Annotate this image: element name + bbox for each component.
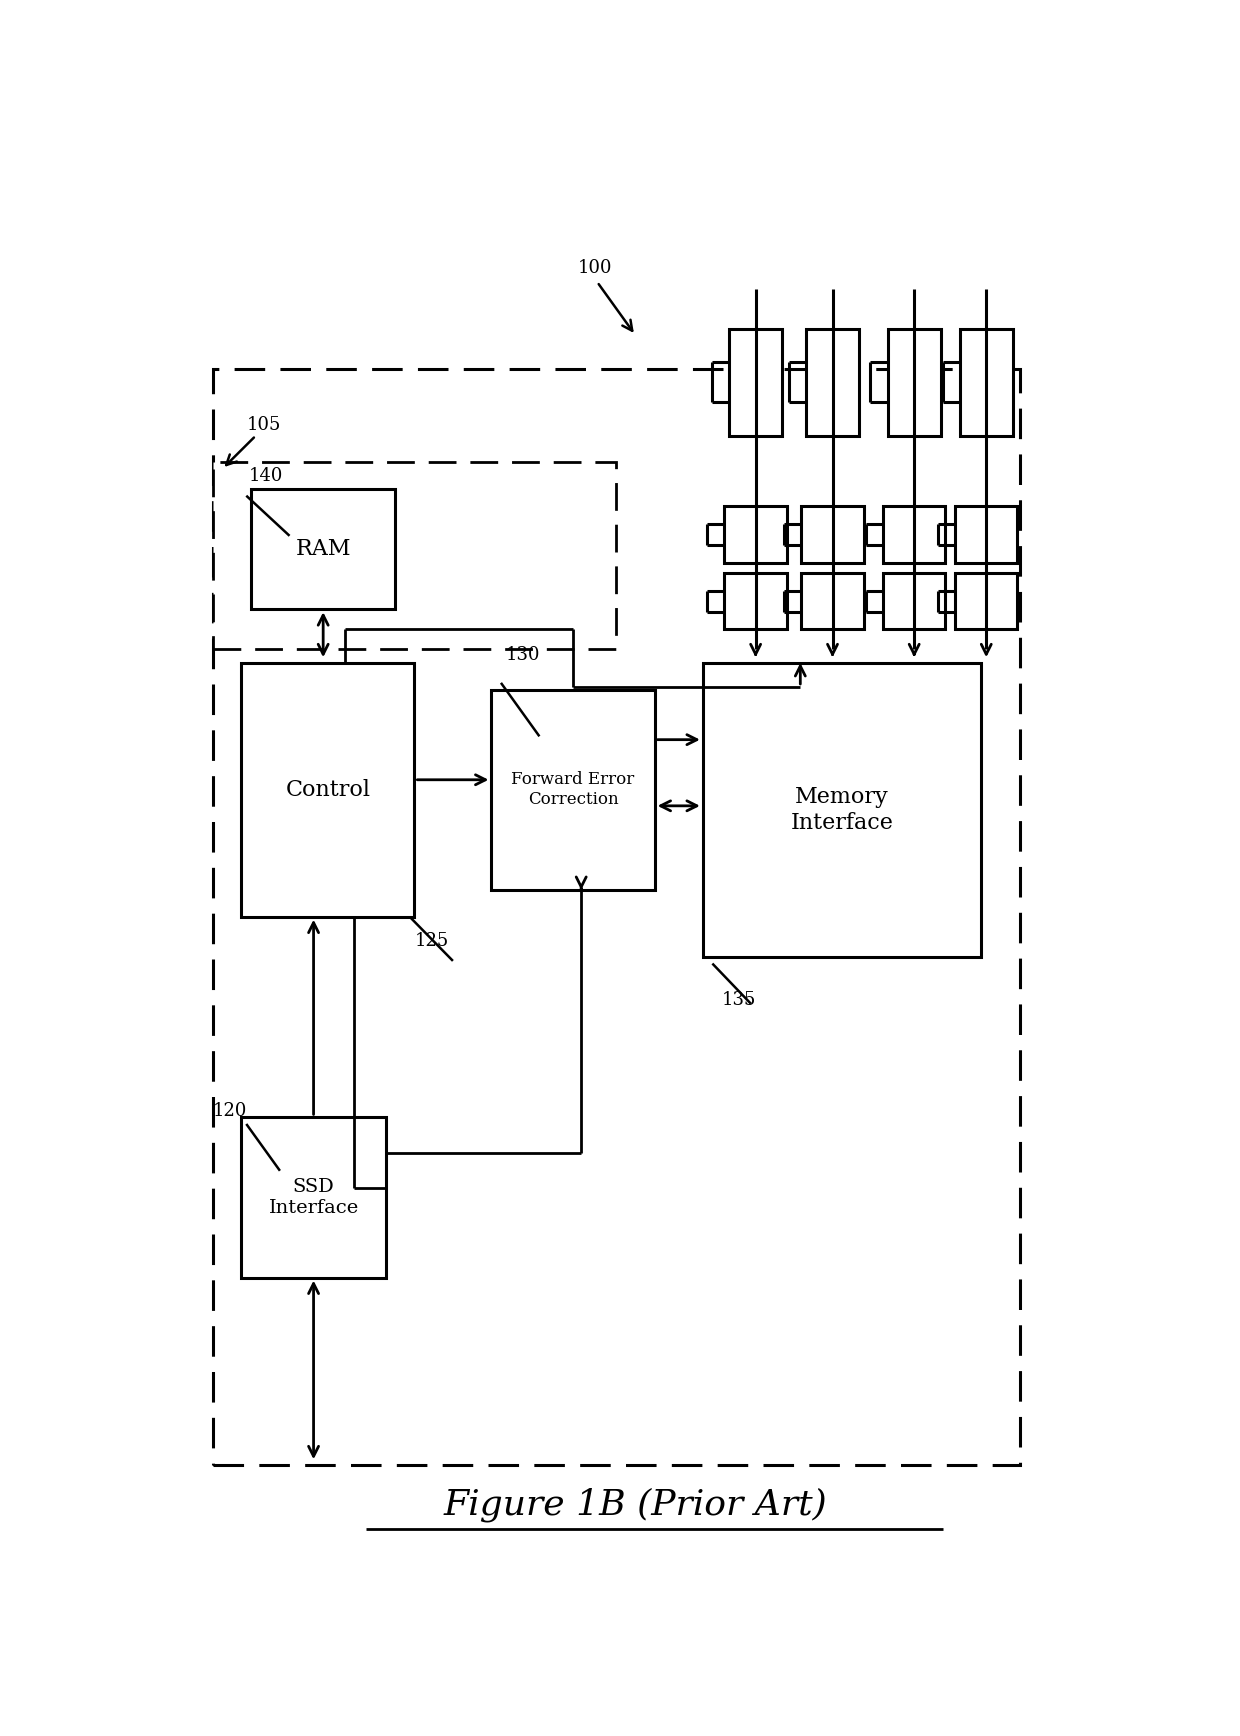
Text: Memory
Interface: Memory Interface: [791, 786, 894, 833]
Bar: [955, 507, 1018, 562]
Bar: [883, 573, 945, 630]
Bar: [883, 507, 945, 562]
Bar: [250, 490, 396, 609]
Bar: [703, 663, 982, 957]
Bar: [213, 462, 616, 649]
Text: Figure 1B (Prior Art): Figure 1B (Prior Art): [444, 1488, 827, 1522]
Bar: [724, 573, 787, 630]
Text: 140: 140: [249, 467, 284, 484]
Text: 105: 105: [247, 417, 280, 434]
Bar: [955, 573, 1018, 630]
Text: RAM: RAM: [295, 538, 351, 561]
Bar: [801, 507, 864, 562]
Bar: [213, 368, 1019, 1465]
Bar: [801, 573, 864, 630]
Bar: [960, 328, 1013, 436]
Text: 120: 120: [213, 1102, 247, 1120]
Text: 125: 125: [414, 932, 449, 950]
Text: 100: 100: [578, 259, 613, 278]
Bar: [724, 507, 787, 562]
Bar: [491, 689, 655, 891]
Text: SSD
Interface: SSD Interface: [268, 1179, 358, 1217]
Bar: [242, 663, 414, 917]
Bar: [729, 328, 782, 436]
Bar: [888, 328, 941, 436]
Bar: [242, 1118, 386, 1278]
Bar: [806, 328, 859, 436]
Text: Control: Control: [285, 779, 371, 800]
Text: 130: 130: [506, 646, 541, 663]
Text: Forward Error
Correction: Forward Error Correction: [511, 771, 635, 807]
Text: 135: 135: [722, 991, 756, 1009]
